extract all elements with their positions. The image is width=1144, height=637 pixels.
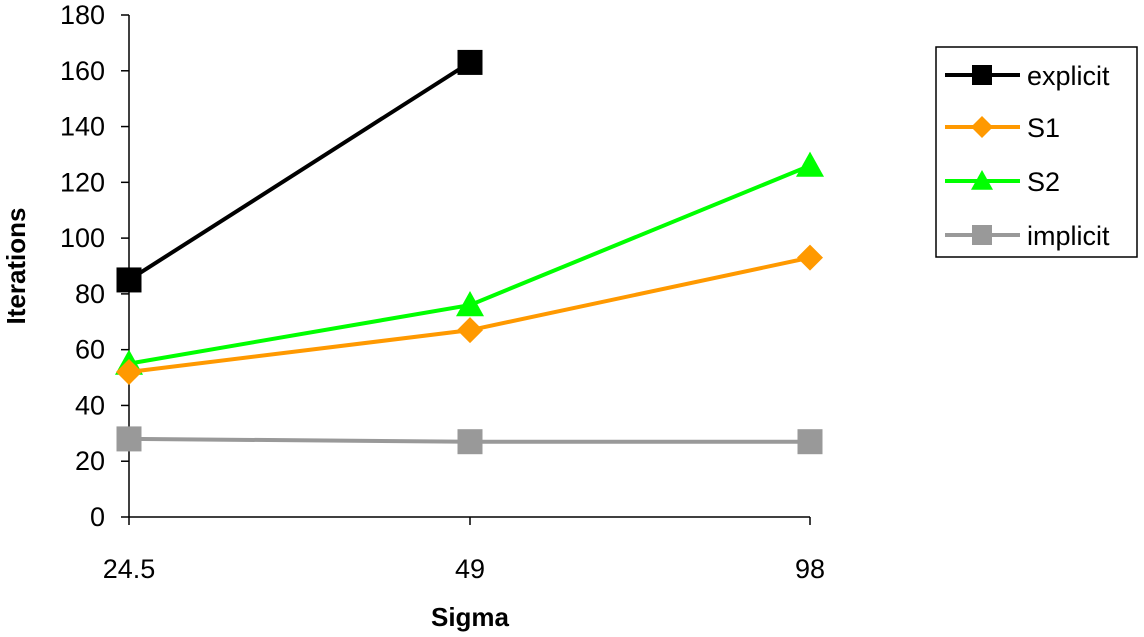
data-point-S1 [457,317,483,344]
data-point-implicit [116,426,142,452]
legend-marker [971,170,993,190]
data-point-S2 [796,151,824,177]
legend-box [935,46,1138,258]
x-tick-label: 98 [795,554,825,584]
legend-label: explicit [1027,61,1110,91]
series-implicit [116,426,823,455]
legend-marker [972,65,992,85]
legend-item-implicit: implicit [945,221,1110,251]
series-explicit [116,49,483,293]
y-tick-label: 120 [60,167,105,197]
series-line-explicit [127,60,472,282]
series-S1 [116,244,823,385]
y-tick-label: 80 [75,279,105,309]
y-tick-label: 100 [60,223,105,253]
legend-item-S1: S1 [945,113,1060,143]
y-tick-label: 140 [60,112,105,142]
y-tick-label: 180 [60,0,105,30]
y-axis-title: Iterations [1,207,31,324]
y-tick-label: 40 [75,390,105,420]
legend: explicit S1 S2 implicit [935,46,1138,258]
y-tick-label: 60 [75,335,105,365]
axes: 0 20 40 60 80 100 120 140 160 180 24.5 49 98 [60,0,825,584]
data-point-implicit [457,429,483,455]
legend-label: S1 [1027,113,1060,143]
y-tick-label: 160 [60,56,105,86]
data-point-explicit [457,49,483,75]
legend-label: implicit [1027,221,1110,251]
legend-item-S2: S2 [945,167,1060,197]
x-axis-title: Sigma [431,602,510,632]
data-point-S1 [116,358,142,385]
y-tick-label: 20 [75,446,105,476]
legend-item-explicit: explicit [945,61,1110,91]
y-tick-label: 0 [90,502,105,532]
legend-label: S2 [1027,167,1060,197]
legend-marker [971,116,993,138]
data-point-S2 [456,291,484,317]
x-tick-label: 49 [455,554,485,584]
data-point-explicit [116,267,142,293]
x-tick-label: 24.5 [103,554,156,584]
data-point-S1 [797,244,823,271]
legend-marker [972,225,992,245]
data-point-implicit [797,429,823,455]
series-layer [115,49,824,455]
